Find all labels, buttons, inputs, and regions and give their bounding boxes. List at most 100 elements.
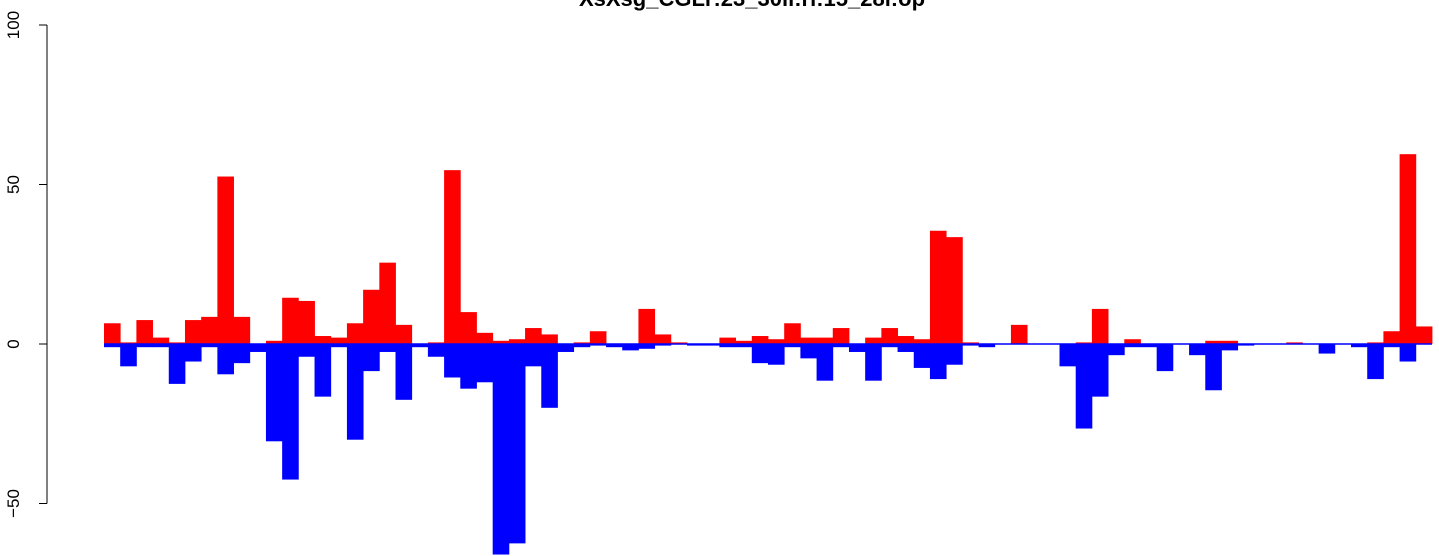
- bar-negative: [1221, 344, 1239, 351]
- bar-negative: [249, 344, 267, 352]
- bar-negative: [136, 344, 153, 348]
- bar-negative: [508, 344, 526, 544]
- bar-positive: [1124, 339, 1141, 344]
- bar-negative: [1075, 344, 1093, 429]
- bar-positive: [1221, 340, 1239, 344]
- bar-positive: [201, 316, 218, 344]
- bar-negative: [589, 344, 607, 346]
- bar-positive: [298, 300, 315, 344]
- bar-positive: [363, 289, 380, 344]
- bar-positive: [395, 324, 413, 344]
- bar-negative: [104, 344, 121, 348]
- bar-negative: [395, 344, 413, 400]
- bar-negative: [298, 344, 315, 357]
- bar-positive: [800, 337, 817, 344]
- bar-negative: [751, 344, 769, 364]
- bar-negative: [687, 344, 704, 346]
- bar-positive: [346, 323, 364, 344]
- bar-positive: [525, 328, 542, 344]
- bar-positive: [136, 320, 153, 344]
- bar-positive: [913, 339, 931, 344]
- bar-positive: [816, 337, 834, 344]
- bar-negative: [978, 344, 996, 348]
- bar-negative: [1108, 344, 1125, 356]
- bar-positive: [104, 323, 121, 344]
- bar-negative: [152, 344, 170, 348]
- bars: [104, 154, 1433, 555]
- bar-negative: [638, 344, 656, 349]
- bar-negative: [541, 344, 558, 408]
- bar-positive: [427, 342, 445, 344]
- bar-negative: [363, 344, 380, 372]
- bar-positive: [768, 339, 785, 344]
- bar-positive: [508, 339, 526, 344]
- bar-positive: [379, 262, 396, 344]
- bar-negative: [201, 344, 218, 348]
- bar-positive: [1399, 154, 1417, 344]
- bar-negative: [913, 344, 931, 368]
- bar-positive: [1415, 326, 1433, 344]
- bar-negative: [1399, 344, 1417, 362]
- bar-negative: [1140, 344, 1158, 348]
- bar-positive: [541, 334, 558, 344]
- bar-positive: [184, 320, 202, 344]
- bar-negative: [573, 344, 591, 348]
- bar-negative: [654, 344, 672, 346]
- bar-positive: [654, 334, 672, 344]
- bar-positive: [719, 337, 737, 344]
- bar-positive: [152, 337, 170, 344]
- bar-negative: [1059, 344, 1077, 367]
- bar-negative: [444, 344, 461, 378]
- bar-negative: [476, 344, 494, 383]
- bar-negative: [184, 344, 202, 362]
- bar-negative: [427, 344, 445, 357]
- bar-positive: [1286, 342, 1303, 344]
- bar-negative: [816, 344, 834, 381]
- bar-negative: [768, 344, 785, 365]
- bar-negative: [848, 344, 866, 352]
- bar-negative: [606, 344, 623, 348]
- y-tick-label: 0: [4, 339, 23, 348]
- bar-negative: [865, 344, 882, 381]
- bar-negative: [1091, 344, 1109, 397]
- bar-negative: [1318, 344, 1336, 354]
- bar-positive: [168, 342, 186, 344]
- bar-negative: [379, 344, 396, 352]
- bar-negative: [217, 344, 234, 375]
- bar-negative: [929, 344, 947, 380]
- y-tick-label: 50: [4, 175, 23, 194]
- bar-negative: [233, 344, 251, 364]
- bar-negative: [1383, 344, 1401, 348]
- bar-positive: [832, 328, 850, 344]
- bar-negative: [330, 344, 348, 348]
- bar-positive: [962, 342, 979, 344]
- bar-negative: [703, 344, 720, 346]
- bar-negative: [622, 344, 639, 351]
- bar-positive: [1367, 342, 1384, 344]
- bar-positive: [589, 331, 607, 344]
- bar-positive: [1075, 342, 1093, 344]
- bar-positive: [638, 308, 656, 344]
- bar-positive: [444, 170, 461, 344]
- bar-positive: [460, 312, 477, 344]
- bar-negative: [1351, 344, 1368, 348]
- bar-positive: [233, 316, 251, 344]
- bar-positive: [492, 340, 510, 344]
- bar-positive: [120, 342, 137, 344]
- bar-negative: [881, 344, 898, 348]
- bar-positive: [1091, 308, 1109, 344]
- bar-positive: [282, 297, 299, 345]
- bar-positive: [314, 336, 332, 344]
- bar-negative: [265, 344, 283, 442]
- bar-negative: [120, 344, 137, 367]
- y-axis: −50 0 50 100: [4, 11, 48, 518]
- bar-negative: [962, 344, 979, 346]
- bar-positive: [865, 337, 882, 344]
- bar-negative: [525, 344, 542, 367]
- bar-negative: [1237, 344, 1255, 346]
- bar-negative: [346, 344, 364, 440]
- chart-title: XsXsg_CGLr:23_30ll:ri:15_28i:op: [579, 0, 925, 11]
- bar-positive: [1010, 324, 1028, 344]
- bar-negative: [314, 344, 332, 397]
